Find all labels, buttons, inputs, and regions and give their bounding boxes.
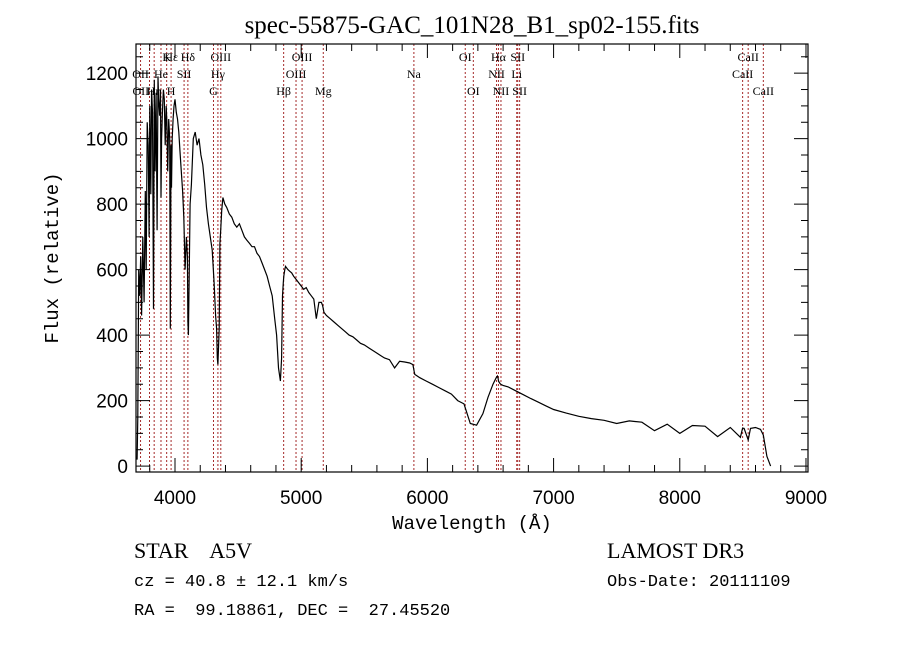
y-axis-label: Flux (relative) xyxy=(42,172,64,343)
line-marker-label: Hγ xyxy=(211,67,226,81)
line-marker-label: OIII xyxy=(286,67,307,81)
y-tick-label: 800 xyxy=(96,195,128,216)
x-tick-label: 9000 xyxy=(785,488,827,509)
y-axis-tick-labels: 0 200 400 600 800 1000 1200 xyxy=(86,64,128,478)
x-tick-label: 6000 xyxy=(406,488,448,509)
y-tick-label: 1000 xyxy=(86,130,128,151)
line-marker-label: OII xyxy=(132,67,149,81)
x-tick-label: 5000 xyxy=(280,488,322,509)
line-marker-label: Hβ xyxy=(276,84,291,98)
observation-date: Obs-Date: 20111109 xyxy=(607,573,791,592)
object-classification: STAR A5V xyxy=(134,538,252,564)
line-marker-label: G xyxy=(209,84,218,98)
line-marker-label: SII xyxy=(177,67,192,81)
y-tick-label: 0 xyxy=(117,457,128,478)
plot-frame xyxy=(135,43,809,473)
line-marker-label: NII xyxy=(488,67,505,81)
sky-coordinates: RA = 99.18861, DEC = 27.45520 xyxy=(134,602,451,621)
line-marker-label: CaII xyxy=(738,50,759,64)
object-type: STAR xyxy=(134,538,189,563)
x-tick-label: 7000 xyxy=(532,488,574,509)
line-marker-label: OI xyxy=(467,84,480,98)
line-marker-label: SII xyxy=(512,84,527,98)
line-marker-label: OIII xyxy=(292,50,313,64)
chart-title: spec-55875-GAC_101N28_B1_sp02-155.fits xyxy=(245,12,700,39)
line-marker-label: He xyxy=(154,67,168,81)
x-tick-label: 4000 xyxy=(154,488,196,509)
y-axis-ticks xyxy=(136,56,808,467)
redshift-velocity: cz = 40.8 ± 12.1 km/s xyxy=(134,573,349,592)
line-marker-label: NII xyxy=(493,84,510,98)
line-marker-group xyxy=(140,44,764,472)
survey-name: LAMOST DR3 xyxy=(607,538,745,563)
line-marker-label: Li xyxy=(511,67,522,81)
line-marker-label: OII xyxy=(132,84,149,98)
x-tick-label: 8000 xyxy=(659,488,701,509)
y-tick-label: 400 xyxy=(96,326,128,347)
line-marker-label: H xyxy=(167,84,176,98)
x-axis-ticks xyxy=(149,44,807,472)
line-marker-label: Hδ xyxy=(181,50,196,64)
y-tick-label: 200 xyxy=(96,392,128,413)
line-marker-label: OIII xyxy=(210,50,231,64)
line-marker-label: OI xyxy=(459,50,472,64)
line-marker-label: K xyxy=(162,50,171,64)
y-tick-label: 1200 xyxy=(86,64,128,85)
spectrum-line xyxy=(136,76,772,467)
line-marker-label: Na xyxy=(407,67,422,81)
line-marker-label: Hα xyxy=(491,50,507,64)
object-subclass: A5V xyxy=(209,538,253,563)
x-axis-tick-labels: 4000 5000 6000 7000 8000 9000 xyxy=(154,488,827,509)
line-marker-label: Mg xyxy=(315,84,332,98)
line-marker-label: CaII xyxy=(732,67,753,81)
line-marker-label: CaII xyxy=(753,84,774,98)
x-axis-label: Wavelength (Å) xyxy=(392,513,552,535)
line-marker-label: SII xyxy=(510,50,525,64)
y-tick-label: 600 xyxy=(96,261,128,282)
